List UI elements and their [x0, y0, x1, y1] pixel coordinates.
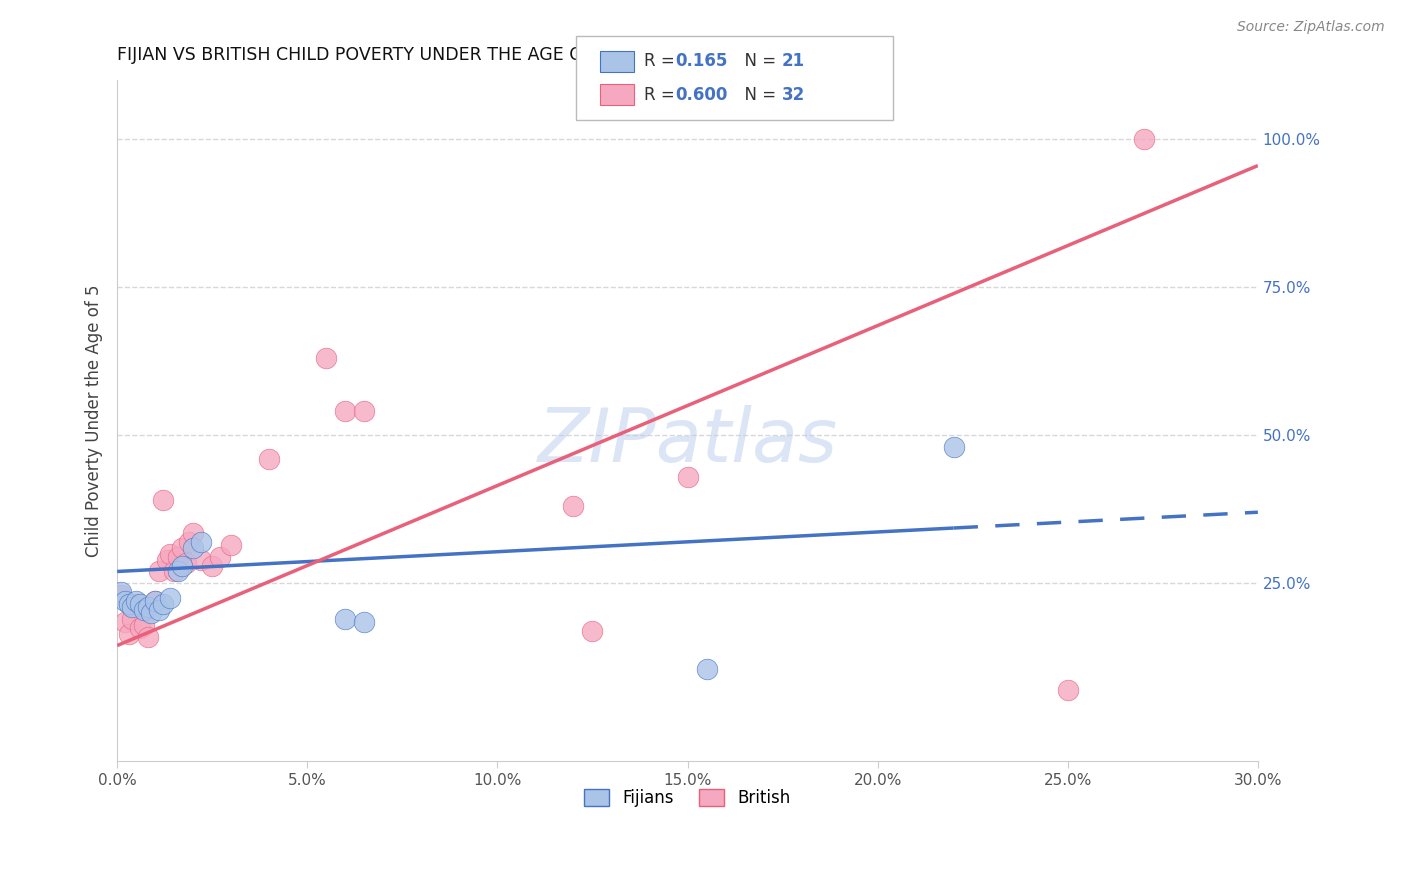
- Point: [208, 549, 231, 564]
- Point: [125, 594, 148, 608]
- Point: [219, 538, 242, 552]
- Point: [1056, 683, 1078, 698]
- Point: [335, 404, 357, 418]
- Text: ZIPatlas: ZIPatlas: [537, 405, 838, 477]
- Point: [181, 541, 204, 555]
- Point: [1132, 132, 1154, 146]
- Point: [942, 440, 965, 454]
- Point: [676, 469, 699, 483]
- Point: [163, 565, 186, 579]
- Point: [562, 500, 585, 514]
- Point: [121, 612, 143, 626]
- Point: [143, 594, 166, 608]
- Point: [143, 594, 166, 608]
- Text: 0.165: 0.165: [675, 53, 727, 70]
- Point: [167, 565, 190, 579]
- Point: [132, 603, 155, 617]
- Point: [190, 534, 212, 549]
- Point: [353, 404, 375, 418]
- Text: N =: N =: [734, 86, 782, 103]
- Point: [121, 600, 143, 615]
- Point: [581, 624, 603, 638]
- Point: [335, 612, 357, 626]
- Point: [181, 525, 204, 540]
- Point: [159, 591, 181, 606]
- Point: [353, 615, 375, 629]
- Point: [259, 451, 281, 466]
- Point: [117, 626, 139, 640]
- Point: [170, 558, 193, 573]
- Text: R =: R =: [644, 86, 681, 103]
- Text: Source: ZipAtlas.com: Source: ZipAtlas.com: [1237, 20, 1385, 34]
- Point: [152, 597, 174, 611]
- Point: [152, 493, 174, 508]
- Text: 32: 32: [782, 86, 806, 103]
- Text: N =: N =: [734, 53, 782, 70]
- Point: [136, 600, 159, 615]
- Point: [132, 617, 155, 632]
- Point: [696, 662, 718, 676]
- Point: [114, 615, 136, 629]
- Point: [110, 588, 132, 602]
- Point: [136, 630, 159, 644]
- Point: [315, 351, 337, 366]
- Text: 21: 21: [782, 53, 804, 70]
- Point: [167, 549, 190, 564]
- Text: FIJIAN VS BRITISH CHILD POVERTY UNDER THE AGE OF 5 CORRELATION CHART: FIJIAN VS BRITISH CHILD POVERTY UNDER TH…: [117, 46, 804, 64]
- Point: [190, 552, 212, 566]
- Point: [117, 597, 139, 611]
- Y-axis label: Child Poverty Under the Age of 5: Child Poverty Under the Age of 5: [86, 285, 103, 557]
- Point: [170, 541, 193, 555]
- Point: [125, 597, 148, 611]
- Point: [179, 534, 201, 549]
- Point: [129, 621, 152, 635]
- Point: [129, 597, 152, 611]
- Point: [148, 565, 170, 579]
- Point: [114, 594, 136, 608]
- Point: [159, 547, 181, 561]
- Point: [201, 558, 224, 573]
- Point: [148, 603, 170, 617]
- Point: [141, 606, 163, 620]
- Text: R =: R =: [644, 53, 681, 70]
- Point: [110, 585, 132, 599]
- Point: [156, 552, 179, 566]
- Text: 0.600: 0.600: [675, 86, 727, 103]
- Legend: Fijians, British: Fijians, British: [578, 782, 797, 814]
- Point: [174, 556, 197, 570]
